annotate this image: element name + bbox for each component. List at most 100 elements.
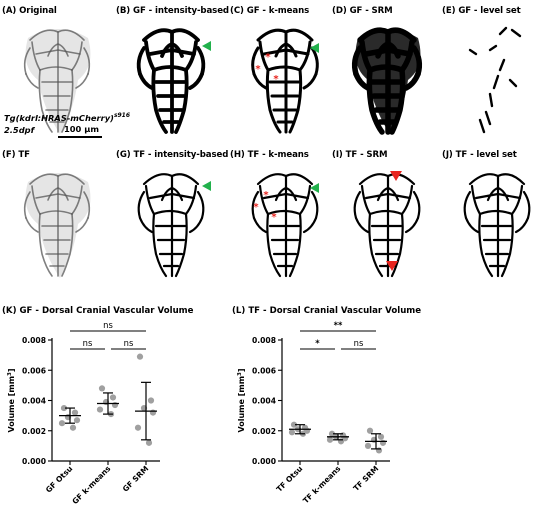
vessel bbox=[353, 190, 362, 220]
vessel bbox=[47, 187, 69, 201]
panel-label: (F) TF bbox=[2, 150, 30, 160]
panel-label: (C) GF - k-means bbox=[230, 6, 310, 16]
vasculature-image bbox=[137, 173, 211, 278]
vessel bbox=[486, 186, 510, 202]
panel-label: (G) TF - intensity-based bbox=[116, 150, 229, 160]
y-tick-label: 0.002 bbox=[252, 427, 276, 436]
scale-label: 100 µm bbox=[64, 124, 99, 134]
panel-label: (B) GF - intensity-based bbox=[116, 6, 229, 16]
chart-l: 0.000 0.002 0.004 0.006 0.008 Volume [mm3] TF … bbox=[237, 320, 390, 505]
vessel bbox=[266, 65, 302, 72]
vessel bbox=[403, 71, 421, 91]
panel-label: (A) Original bbox=[2, 6, 57, 16]
vasculature-image: *** bbox=[251, 28, 319, 134]
vessel bbox=[302, 72, 318, 90]
vessel bbox=[522, 190, 531, 220]
vessel bbox=[188, 72, 204, 90]
vessel bbox=[39, 66, 73, 71]
vessel-fragment bbox=[498, 58, 506, 72]
data-point bbox=[290, 421, 298, 428]
data-point bbox=[134, 424, 142, 431]
vessel bbox=[144, 40, 156, 72]
vessel bbox=[31, 185, 41, 215]
data-point bbox=[60, 404, 68, 412]
data-point bbox=[111, 401, 119, 409]
significance-label: ns bbox=[83, 338, 93, 348]
chart-k-title: (K) GF - Dorsal Cranial Vascular Volume bbox=[2, 306, 194, 316]
vessel-fragment bbox=[508, 78, 518, 88]
vessel bbox=[310, 46, 319, 76]
vessel bbox=[252, 72, 268, 90]
y-tick-label: 0.006 bbox=[22, 366, 46, 375]
vessel bbox=[138, 72, 154, 90]
vessel bbox=[83, 47, 91, 75]
red-arrow-icon bbox=[390, 171, 402, 181]
vessel bbox=[144, 184, 156, 216]
green-arrow-icon bbox=[202, 41, 211, 51]
vessel bbox=[252, 216, 268, 234]
vessel bbox=[376, 186, 400, 202]
scale-bar bbox=[58, 136, 102, 138]
vessel bbox=[274, 186, 298, 202]
data-point bbox=[375, 447, 383, 454]
x-tick-label: TF SRM bbox=[352, 464, 381, 493]
vessel bbox=[38, 69, 53, 133]
vessel bbox=[138, 216, 154, 234]
vasculature-image: *** bbox=[251, 173, 319, 278]
y-axis-label: Volume [mm3] bbox=[237, 368, 246, 432]
vessel bbox=[266, 209, 302, 216]
vessel-fragment bbox=[478, 118, 486, 134]
vessel bbox=[75, 217, 89, 233]
vessel bbox=[152, 209, 188, 216]
vasculature-image bbox=[463, 173, 531, 278]
vessel bbox=[375, 41, 401, 59]
red-star-icon: * bbox=[253, 202, 259, 213]
panel-label: (D) GF - SRM bbox=[332, 6, 393, 16]
data-point bbox=[364, 442, 372, 449]
data-point bbox=[96, 406, 104, 413]
data-point bbox=[69, 424, 77, 431]
y-tick-label: 0.004 bbox=[22, 397, 46, 406]
vessel bbox=[23, 191, 31, 219]
data-point bbox=[58, 420, 66, 427]
red-star-icon: * bbox=[271, 212, 277, 223]
vessel bbox=[368, 209, 404, 216]
vessel bbox=[302, 216, 318, 234]
vessel bbox=[184, 40, 198, 72]
x-tick-label: GF SRM bbox=[121, 464, 151, 494]
data-point bbox=[326, 436, 334, 443]
y-tick-label: 0.000 bbox=[252, 457, 276, 466]
vessel bbox=[152, 212, 168, 278]
data-point bbox=[379, 439, 387, 446]
vessel bbox=[151, 68, 168, 134]
red-arrow-icon bbox=[386, 261, 398, 271]
data-point bbox=[71, 409, 79, 416]
significance-label: * bbox=[315, 338, 320, 348]
y-tick-label: 0.000 bbox=[22, 457, 46, 466]
data-point bbox=[109, 394, 117, 401]
panel-c: (C) GF - k-means * * * bbox=[228, 6, 338, 156]
vessel-fragment bbox=[488, 92, 494, 108]
y-tick-label: 0.006 bbox=[252, 366, 276, 375]
significance-label: ** bbox=[334, 320, 343, 330]
x-tick-label: GF k-means bbox=[70, 464, 112, 506]
data-point bbox=[366, 427, 374, 434]
vessel bbox=[404, 216, 420, 234]
data-point bbox=[145, 439, 153, 446]
panel-j: (J) TF - level set bbox=[440, 150, 550, 300]
vessel bbox=[514, 216, 530, 234]
panel-d: (D) GF - SRM bbox=[330, 6, 440, 156]
data-point bbox=[337, 438, 345, 445]
data-point bbox=[98, 385, 106, 392]
vessel bbox=[83, 191, 91, 219]
vessel bbox=[274, 42, 298, 58]
vessel bbox=[71, 185, 83, 215]
data-point bbox=[377, 433, 385, 440]
red-star-icon: * bbox=[263, 190, 269, 201]
vessel bbox=[25, 73, 39, 89]
vessel-fragment bbox=[492, 74, 500, 90]
vasculature-image bbox=[468, 26, 522, 134]
significance-label: ns bbox=[124, 338, 134, 348]
panel-label: (J) TF - level set bbox=[442, 150, 517, 160]
green-arrow-icon bbox=[310, 43, 319, 53]
